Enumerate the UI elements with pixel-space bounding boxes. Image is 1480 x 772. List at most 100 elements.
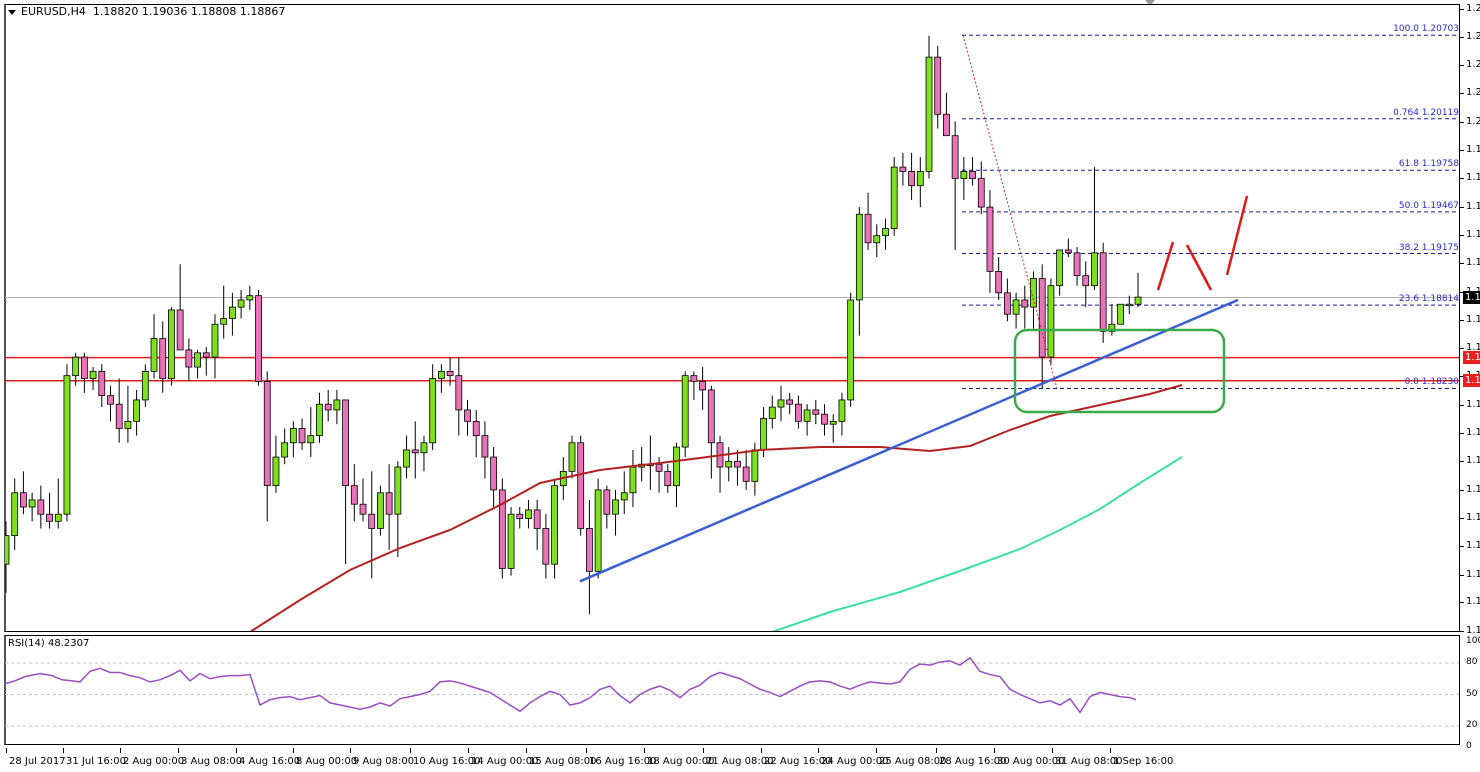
price-chart-area[interactable] bbox=[4, 4, 1460, 632]
bear-candle bbox=[655, 463, 663, 472]
dropdown-triangle-icon[interactable] bbox=[8, 9, 16, 15]
price-tick: 1.19890 bbox=[1459, 144, 1480, 155]
price-tick: 1.17120 bbox=[1459, 540, 1480, 551]
bull-candle bbox=[768, 406, 776, 419]
price-tick: 1.19100 bbox=[1459, 257, 1480, 268]
projection-arrow bbox=[1156, 241, 1175, 291]
time-tick: 16 Aug 16:00 bbox=[585, 748, 657, 767]
fib-level-label: 61.8 1.19758 bbox=[1398, 159, 1459, 170]
fib-level-label: 50.0 1.19467 bbox=[1398, 200, 1459, 211]
bull-candle bbox=[1030, 278, 1037, 308]
bear-candle bbox=[115, 403, 123, 429]
bear-candle bbox=[176, 309, 184, 351]
time-tick: 15 Aug 08:00 bbox=[525, 748, 597, 767]
bear-candle bbox=[202, 352, 210, 358]
bull-candle bbox=[882, 228, 889, 237]
bear-candle bbox=[1099, 252, 1107, 332]
bear-candle bbox=[908, 170, 915, 187]
price-tick: 1.20485 bbox=[1459, 59, 1480, 70]
bull-candle bbox=[829, 420, 837, 425]
support-price-badge: 1.18446 bbox=[1463, 350, 1480, 364]
bull-candle bbox=[620, 492, 628, 501]
price-tick: 1.20290 bbox=[1459, 87, 1480, 98]
fib-level-label: 0.0 1.18230 bbox=[1404, 377, 1459, 388]
rsi-tick: 20 bbox=[1466, 720, 1478, 730]
bull-candle bbox=[890, 166, 898, 229]
bear-candle bbox=[707, 389, 715, 444]
bear-candle bbox=[107, 395, 114, 405]
bear-candle bbox=[46, 513, 53, 522]
fib-level-label: 100.0 1.20703 bbox=[1393, 24, 1459, 35]
time-tick: 4 Aug 16:00 bbox=[235, 748, 301, 767]
rsi-tick: 50 bbox=[1466, 688, 1478, 699]
bear-candle bbox=[995, 270, 1003, 294]
bull-candle bbox=[28, 499, 36, 508]
bull-candle bbox=[507, 513, 515, 569]
main-layer bbox=[5, 34, 1459, 631]
bull-candle bbox=[220, 318, 228, 325]
time-tick: 18 Aug 00:00 bbox=[643, 748, 715, 767]
price-tick: 1.18505 bbox=[1459, 342, 1480, 353]
bull-candle bbox=[5, 535, 10, 565]
bull-candle bbox=[11, 492, 19, 537]
bull-candle bbox=[873, 235, 881, 244]
bear-candle bbox=[943, 113, 950, 137]
chart-shift-marker[interactable] bbox=[1145, 0, 1155, 6]
rsi-line bbox=[3, 656, 1137, 714]
bull-candle bbox=[803, 409, 811, 422]
rsi-panel[interactable] bbox=[4, 635, 1460, 745]
bull-candle bbox=[307, 435, 315, 444]
bear-candle bbox=[20, 492, 27, 508]
bull-candle bbox=[394, 466, 402, 515]
chart-header: EURUSD,H4 1.18820 1.19036 1.18808 1.1886… bbox=[8, 5, 285, 18]
time-tick: 1 Sep 16:00 bbox=[1109, 748, 1174, 767]
bull-candle bbox=[150, 338, 158, 372]
bear-candle bbox=[690, 375, 698, 382]
time-tick: 9 Aug 08:00 bbox=[349, 748, 415, 767]
bear-candle bbox=[603, 489, 611, 515]
price-tick: 1.18705 bbox=[1459, 314, 1480, 325]
current-price-badge: 1.18867 bbox=[1463, 290, 1480, 304]
bear-candle bbox=[795, 403, 802, 422]
price-tick: 1.19695 bbox=[1459, 172, 1480, 183]
bear-candle bbox=[577, 442, 585, 529]
time-tick: 30 Aug 00:00 bbox=[993, 748, 1065, 767]
bear-candle bbox=[263, 380, 271, 487]
bull-candle bbox=[403, 449, 410, 468]
bull-candle bbox=[1117, 303, 1124, 325]
bull-candle bbox=[916, 170, 924, 187]
bull-candle bbox=[211, 323, 219, 358]
bull-candle bbox=[420, 442, 428, 454]
bull-candle bbox=[725, 460, 733, 468]
support-price-badge: 1.18284 bbox=[1463, 373, 1480, 387]
bear-candle bbox=[1082, 275, 1090, 287]
bear-candle bbox=[490, 456, 498, 491]
bull-candle bbox=[63, 375, 71, 515]
bear-candle bbox=[350, 485, 358, 505]
bull-candle bbox=[525, 509, 532, 519]
price-tick: 1.20090 bbox=[1459, 116, 1480, 127]
rsi-label: RSI(14) 48.2307 bbox=[8, 638, 90, 649]
bear-candle bbox=[821, 413, 828, 425]
bear-candle bbox=[255, 295, 262, 382]
bull-candle bbox=[612, 499, 619, 515]
bear-candle bbox=[411, 449, 419, 454]
bear-candle bbox=[324, 403, 332, 411]
bull-candle bbox=[289, 428, 297, 444]
bear-candle bbox=[786, 399, 794, 405]
bear-candle bbox=[586, 528, 593, 572]
bull-candle bbox=[629, 466, 637, 494]
bull-candle bbox=[141, 370, 149, 401]
fib-level-label: 38.2 1.19175 bbox=[1398, 242, 1459, 253]
bear-candle bbox=[864, 213, 872, 244]
bull-candle bbox=[281, 442, 289, 458]
time-tick: 28 Jul 2017 bbox=[6, 748, 66, 767]
price-tick: 1.19495 bbox=[1459, 201, 1480, 212]
price-tick: 1.19300 bbox=[1459, 229, 1480, 240]
bull-candle bbox=[760, 418, 767, 451]
bull-candle bbox=[272, 456, 280, 487]
bear-candle bbox=[498, 489, 506, 569]
time-tick: 25 Aug 08:00 bbox=[875, 748, 947, 767]
bear-candle bbox=[899, 166, 907, 172]
time-tick: 10 Aug 16:00 bbox=[409, 748, 481, 767]
